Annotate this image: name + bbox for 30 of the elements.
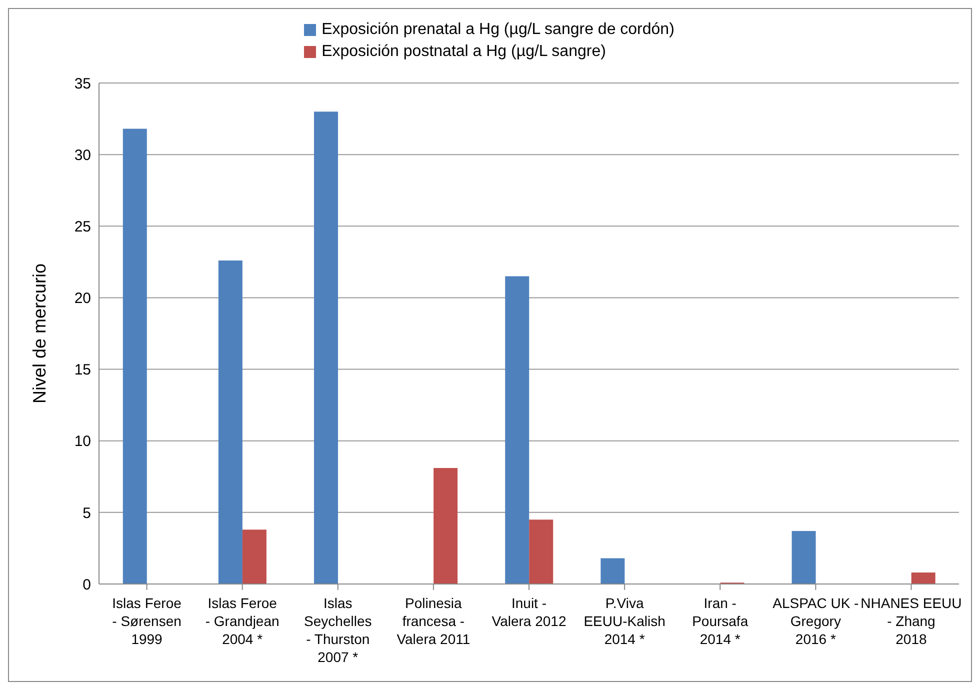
bar <box>505 276 530 584</box>
legend-label: Exposición prenatal a Hg (µg/L sangre de cordón) <box>322 21 674 39</box>
y-tick-label: 5 <box>82 504 91 522</box>
legend-label: Exposición postnatal a Hg (µg/L sangre) <box>322 43 606 61</box>
x-tick-label: Islas Feroe - Grandjean 2004 * <box>205 595 280 647</box>
bar <box>242 530 266 584</box>
y-tick-label: 0 <box>82 576 91 594</box>
x-tick-label: P.Viva EEUU-Kalish 2014 * <box>584 595 666 647</box>
x-tick-label: NHANES EEUU - Zhang 2018 <box>860 595 962 647</box>
x-tick-label: Polinesia francesa - Valera 2011 <box>396 595 470 647</box>
bar <box>122 128 147 584</box>
bar <box>600 558 625 584</box>
y-tick-label: 20 <box>74 290 91 308</box>
x-tick-label: Iran - Poursafa 2014 * <box>692 595 748 647</box>
y-tick-label: 10 <box>74 433 91 450</box>
x-tick-label: Inuit - Valera 2012 <box>492 595 566 629</box>
x-tick-label: ALSPAC UK - Gregory 2016 * <box>772 595 860 647</box>
bar <box>218 260 242 584</box>
y-tick-label: 25 <box>74 218 91 236</box>
bar <box>529 520 554 584</box>
bar <box>434 468 458 584</box>
bar <box>314 112 338 584</box>
bar <box>911 572 936 584</box>
x-tick-label: Islas Feroe - Sørensen 1999 <box>112 595 182 647</box>
bar <box>792 531 816 584</box>
x-tick-label: Islas Seychelles - Thurston 2007 * <box>304 595 372 665</box>
y-tick-label: 15 <box>74 362 91 379</box>
y-tick-label: 30 <box>74 146 91 164</box>
y-tick-label: 35 <box>74 75 91 92</box>
y-axis-title: Nivel de mercurio <box>29 263 50 404</box>
